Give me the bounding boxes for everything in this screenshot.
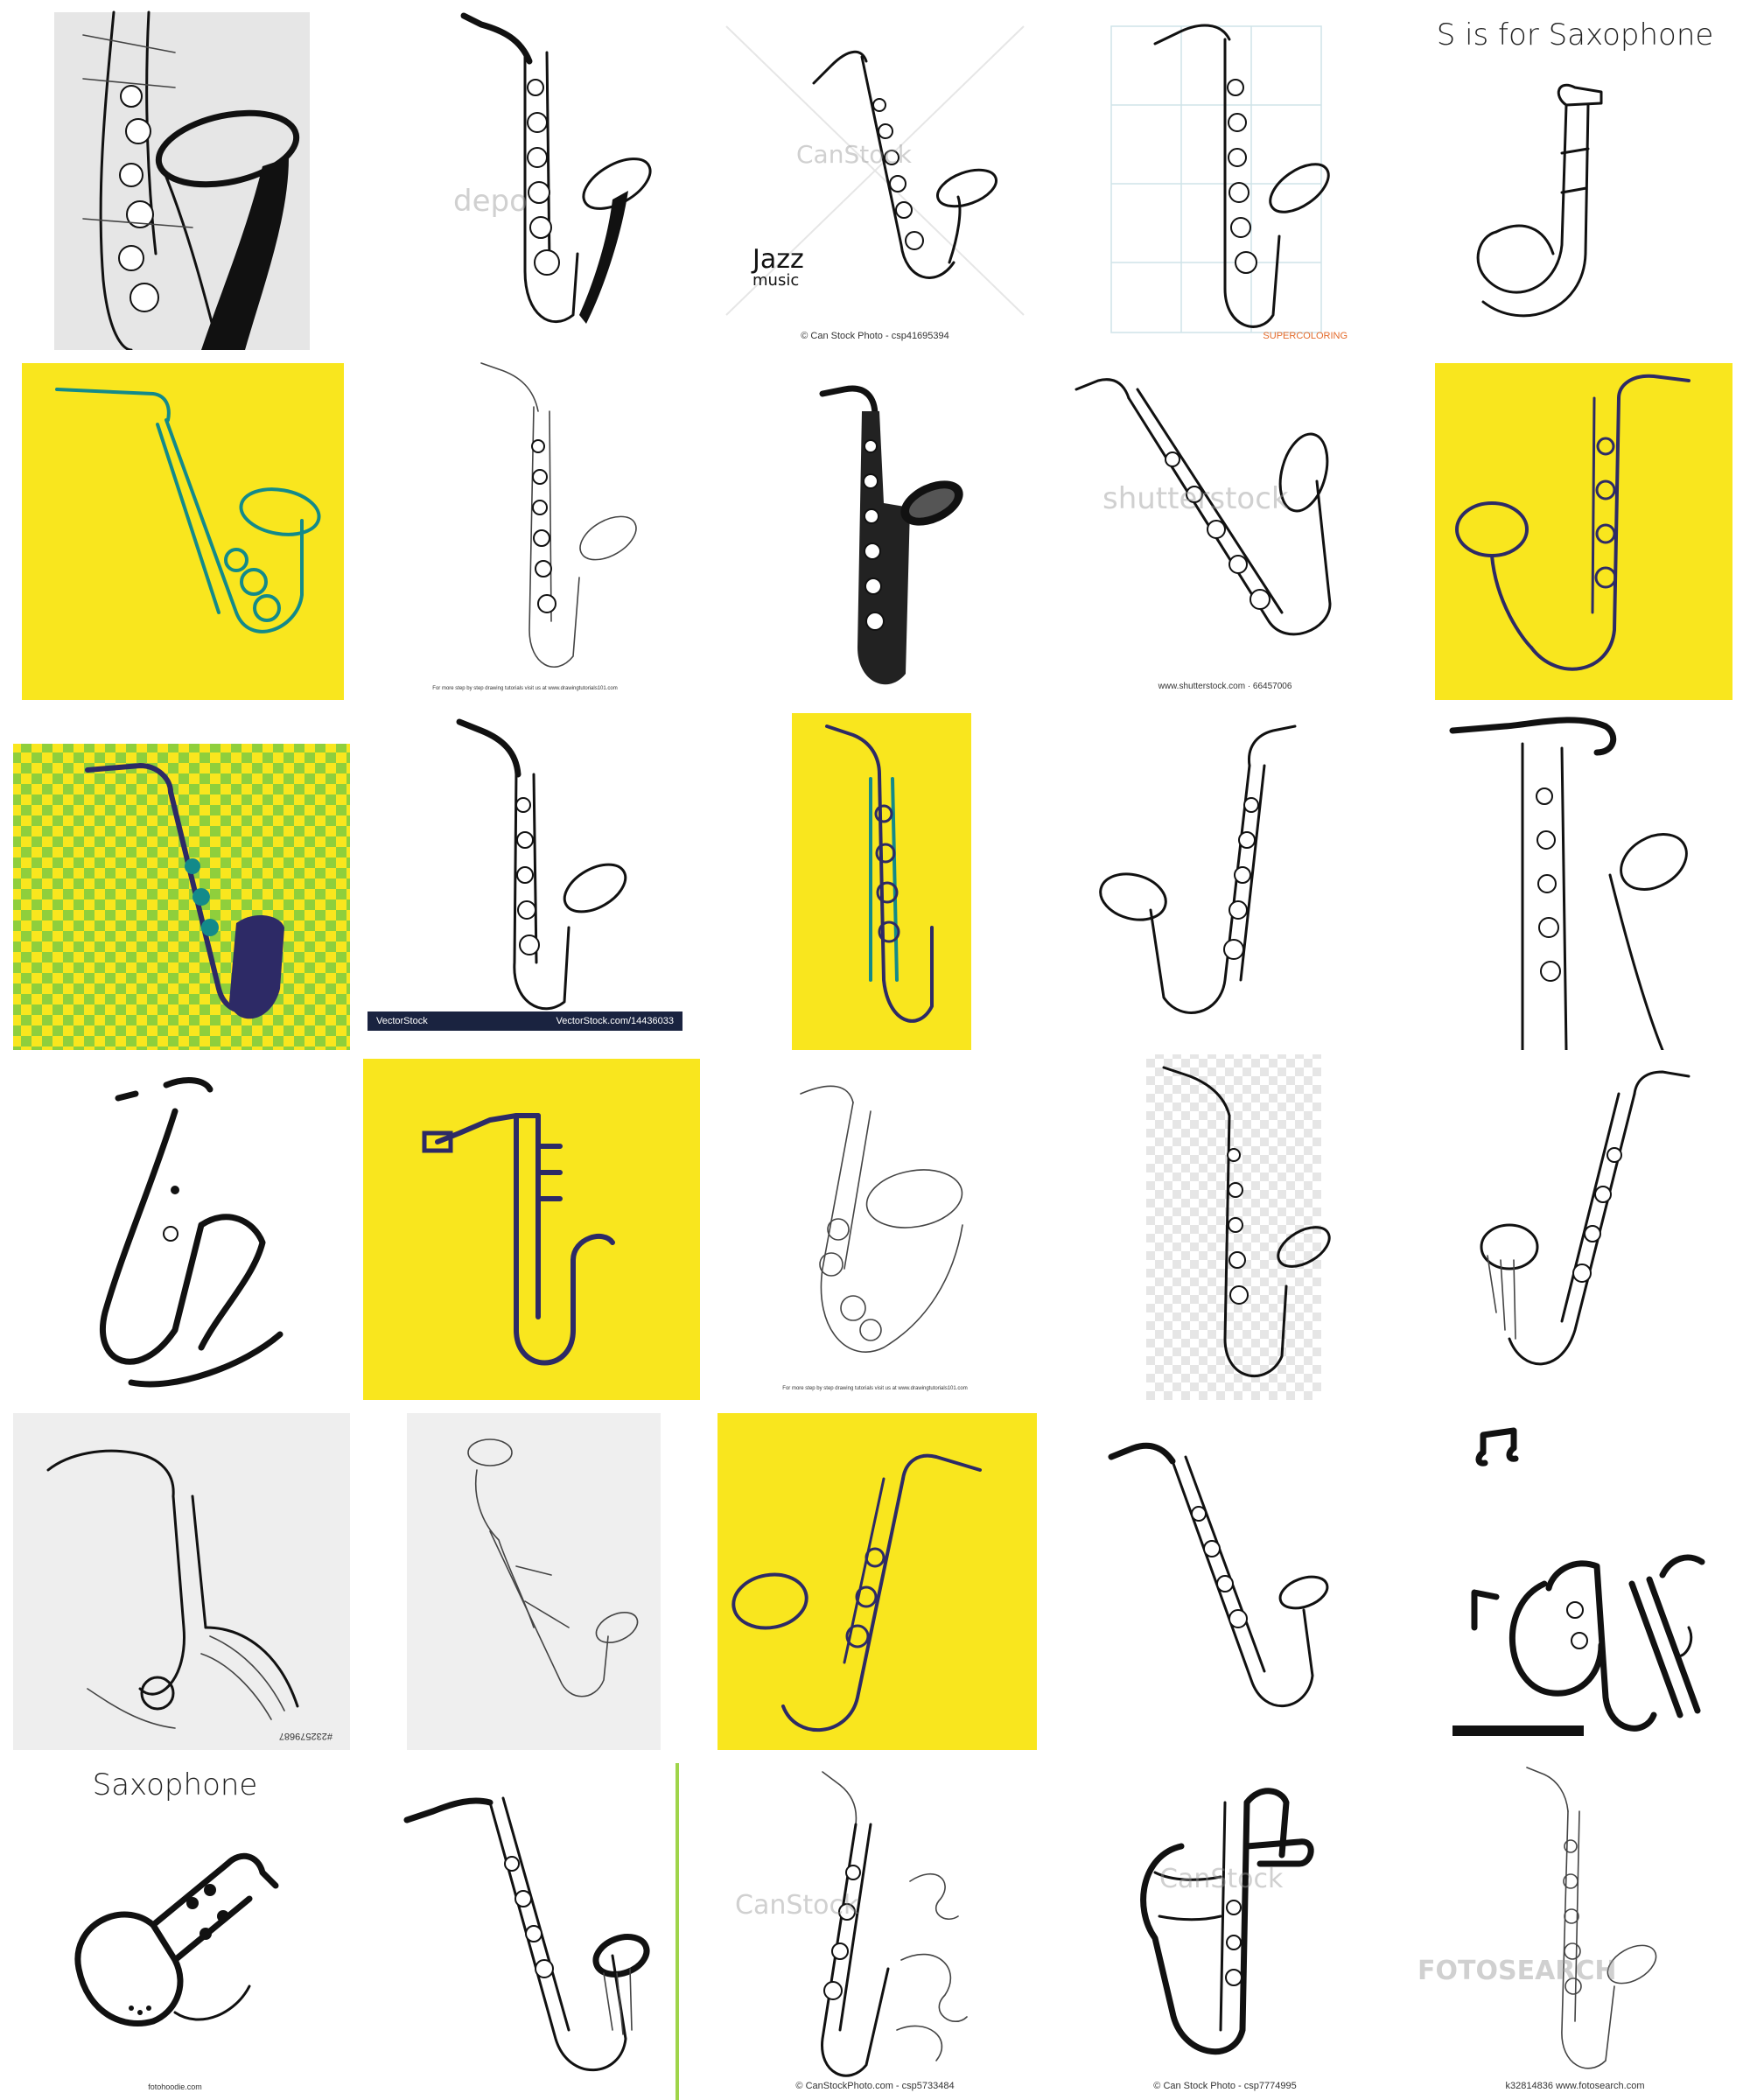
cartoon-sax — [74, 1852, 279, 2026]
sax-bold-sketch — [1140, 1788, 1314, 2055]
tile-r6c2[interactable] — [350, 1750, 700, 2100]
tile-r2c1[interactable] — [0, 350, 350, 700]
sax-ink-diagonal — [1108, 1442, 1329, 1707]
credit-text: © Can Stock Photo - csp7774995 — [1153, 2081, 1297, 2091]
tile-title: Saxophone — [92, 1768, 258, 1802]
vector-sax-drawing — [456, 718, 627, 1011]
sax-transparent-bg — [1146, 1054, 1331, 1400]
tile-r2c2[interactable]: For more step by step drawing tutorials … — [350, 350, 700, 700]
music-word: music — [752, 271, 800, 290]
badge-id: VectorStock.com/14436033 — [556, 1016, 674, 1026]
tile-r1c2[interactable]: depo — [350, 0, 700, 350]
credit-text: For more step by step drawing tutorials … — [782, 1386, 968, 1391]
tile-r4c1[interactable] — [0, 1050, 350, 1400]
tile-r5c1[interactable]: #232579687 — [0, 1400, 350, 1750]
tile-r2c4[interactable]: shutterstock www.shutterstock.com · 6645… — [1050, 350, 1400, 700]
sax-stock-etching — [403, 1763, 679, 2100]
tile-r1c1[interactable] — [0, 0, 350, 350]
tile-r4c4[interactable] — [1050, 1050, 1400, 1400]
sketch-sax-closeup — [54, 10, 310, 350]
abstract-brush-sax — [100, 1077, 284, 1388]
sax-line-tutorial — [480, 362, 637, 668]
tile-r3c4[interactable] — [1050, 700, 1400, 1050]
vectorstock-badge: VectorStock VectorStock.com/14436033 — [368, 1012, 682, 1031]
watermark-text: CanStock — [1159, 1864, 1284, 1894]
credit-text: © Can Stock Photo - csp41695394 — [801, 331, 949, 341]
sax-left-bell-sketch — [1099, 724, 1297, 1014]
watermark-text: CanStock — [735, 1890, 859, 1921]
tile-r5c2[interactable] — [350, 1400, 700, 1750]
sax-diagonal-sketch — [1074, 378, 1332, 636]
yellow-big-bell-sax — [718, 1413, 1037, 1750]
sax-closeup-line — [1449, 717, 1688, 1050]
credit-text: k32814836 www.fotosearch.com — [1505, 2081, 1645, 2091]
tile-r2c5[interactable] — [1400, 350, 1750, 700]
jazz-word: Jazz — [752, 244, 804, 275]
yellow-detailed-sax — [792, 713, 971, 1050]
tile-r6c3[interactable]: CanStock © CanStockPhoto.com - csp573348… — [700, 1750, 1050, 2100]
tile-r6c4[interactable]: CanStock © Can Stock Photo - csp7774995 — [1050, 1750, 1400, 2100]
tile-r4c2[interactable] — [350, 1050, 700, 1400]
yellow-navy-sax — [1435, 363, 1732, 700]
tile-r1c4[interactable]: SUPERCOLORING — [1050, 0, 1400, 350]
tile-r3c5[interactable] — [1400, 700, 1750, 1050]
tile-r6c1[interactable]: Saxophone fotohoodie.com — [0, 1750, 350, 2100]
checker-sax — [13, 744, 350, 1050]
yellow-teal-sax — [22, 363, 344, 700]
yellow-icon-sax — [363, 1059, 700, 1400]
tile-r1c3[interactable]: CanStock Jazz music © Can Stock Photo - … — [700, 0, 1050, 350]
sax-ink-drawing — [460, 12, 652, 324]
credit-text: www.shutterstock.com · 66457006 — [1158, 682, 1292, 691]
sax-grey-sketch — [13, 1413, 350, 1750]
tile-r5c3[interactable] — [700, 1400, 1050, 1750]
tile-r4c5[interactable] — [1400, 1050, 1750, 1400]
sax-fine-line — [1526, 1767, 1657, 2069]
watermark-text: CanStock — [796, 140, 912, 169]
credit-text: SUPERCOLORING — [1263, 331, 1348, 341]
credit-text: #232579687 — [278, 1731, 332, 1741]
jazz-music-logo: Jazz music — [752, 247, 804, 291]
sax-grid-drawing — [1110, 24, 1330, 333]
credit-text: fotohoodie.com — [148, 2082, 202, 2091]
credit-text: © CanStockPhoto.com - csp5733484 — [795, 2081, 955, 2091]
sax-engraving-style — [1480, 1070, 1690, 1366]
watermark-text: shutterstock — [1102, 481, 1289, 516]
credit-text: For more step by step drawing tutorials … — [432, 686, 618, 691]
tile-r3c3[interactable] — [700, 700, 1050, 1050]
badge-brand: VectorStock — [376, 1016, 428, 1026]
sax-sepia-drawing — [725, 25, 1025, 316]
tile-r1c5[interactable]: S is for Saxophone — [1400, 0, 1750, 350]
tile-title: S is for Saxophone — [1436, 18, 1714, 52]
sax-tutorial-outline — [800, 1085, 963, 1353]
tile-r4c3[interactable]: For more step by step drawing tutorials … — [700, 1050, 1050, 1400]
tile-r3c2[interactable]: VectorStock VectorStock.com/14436033 — [350, 700, 700, 1050]
tile-r3c1[interactable] — [0, 700, 350, 1050]
sax-with-notes — [1452, 1427, 1705, 1736]
watermark-text: FOTOSEARCH — [1418, 1956, 1617, 1986]
pencil-saxophonist — [407, 1413, 661, 1750]
sax-dark-detailed — [819, 385, 963, 685]
tile-r5c4[interactable] — [1050, 1400, 1400, 1750]
tile-r2c3[interactable] — [700, 350, 1050, 700]
sax-with-swirls — [821, 1771, 968, 2077]
simple-sax-outline — [1476, 84, 1603, 318]
watermark-text: depo — [453, 184, 528, 219]
tile-r6c5[interactable]: FOTOSEARCH k32814836 www.fotosearch.com — [1400, 1750, 1750, 2100]
tile-r5c5[interactable] — [1400, 1400, 1750, 1750]
